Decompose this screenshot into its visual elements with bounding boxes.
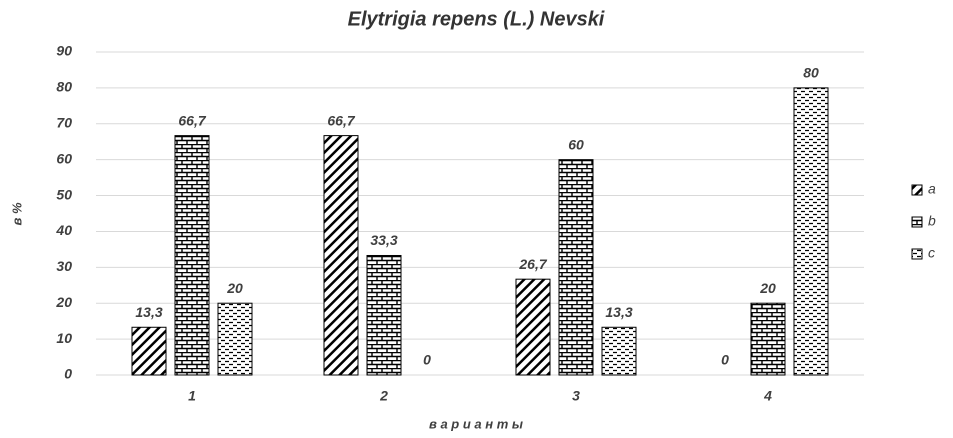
value-label: 26,7 [518, 256, 547, 272]
legend-label: c [928, 245, 935, 261]
bar [323, 135, 359, 376]
y-tick-label: 20 [55, 294, 72, 310]
value-label: 60 [568, 136, 584, 152]
bar [174, 135, 210, 376]
value-label: 20 [759, 280, 776, 296]
y-tick-label: 0 [64, 366, 72, 382]
value-label: 13,3 [605, 304, 632, 320]
value-label: 0 [721, 352, 729, 368]
y-tick-label: 50 [56, 186, 72, 202]
x-tick-label: 4 [763, 388, 772, 404]
y-tick-label: 90 [56, 43, 72, 59]
bar [131, 326, 167, 376]
y-tick-label: 70 [56, 114, 72, 130]
legend-swatch [911, 248, 923, 260]
bar [793, 87, 829, 376]
y-tick-label: 60 [56, 150, 72, 166]
value-label: 20 [226, 280, 243, 296]
value-label: 80 [803, 65, 819, 81]
chart-title: Elytrigia repens (L.) Nevski [348, 8, 605, 30]
y-tick-label: 40 [55, 222, 72, 238]
value-label: 66,7 [178, 112, 206, 128]
bar [217, 302, 253, 376]
legend-swatch [911, 184, 923, 196]
x-tick-label: 3 [572, 388, 580, 404]
bar [750, 302, 786, 376]
bar [601, 326, 637, 376]
y-tick-label: 80 [56, 79, 72, 95]
legend-label: a [928, 181, 936, 197]
value-label: 66,7 [327, 112, 355, 128]
bar [366, 254, 402, 376]
x-tick-label: 2 [379, 388, 388, 404]
value-label: 0 [423, 352, 431, 368]
value-label: 33,3 [370, 232, 397, 248]
bar [515, 278, 551, 376]
legend-swatch [911, 216, 923, 228]
legend-label: b [928, 213, 936, 229]
y-tick-label: 30 [56, 258, 72, 274]
x-axis-label: в а р и а н т ы [429, 416, 523, 431]
bar [558, 159, 594, 376]
value-label: 13,3 [135, 304, 162, 320]
y-tick-label: 10 [56, 330, 72, 346]
x-tick-label: 1 [188, 388, 196, 404]
y-axis-label: в % [9, 202, 24, 225]
